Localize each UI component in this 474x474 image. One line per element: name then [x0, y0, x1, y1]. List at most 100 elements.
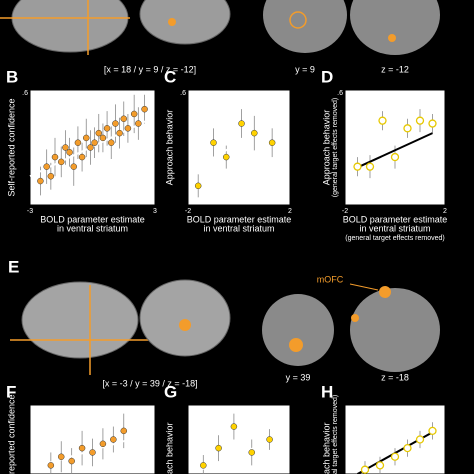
panel-letter: C	[164, 67, 176, 86]
plot-area	[187, 89, 291, 206]
trend-line	[200, 438, 276, 471]
y-axis-label: ach behavior	[321, 422, 331, 474]
data-point	[66, 149, 73, 156]
panel-letter: E	[8, 257, 19, 276]
trend-line	[197, 120, 276, 168]
panel-letter: F	[6, 382, 16, 401]
data-point	[141, 105, 148, 113]
panel-letter: G	[164, 382, 177, 401]
data-point	[415, 116, 425, 125]
data-point	[268, 139, 276, 146]
data-point	[266, 436, 273, 443]
data-point	[103, 125, 111, 132]
data-point	[403, 124, 412, 133]
data-point	[110, 436, 117, 443]
data-point	[248, 449, 255, 456]
mofc-label: mOFC	[317, 274, 344, 284]
data-point	[112, 120, 119, 127]
data-point	[91, 139, 98, 146]
panel-letter: B	[6, 67, 18, 86]
data-point	[230, 423, 238, 430]
data-point	[390, 452, 400, 461]
x-axis-label: BOLD parameter estimate	[187, 214, 292, 224]
x-tick-label: -2	[185, 208, 191, 215]
data-point	[428, 119, 437, 128]
data-point	[108, 139, 115, 146]
x-axis-label: in ventral striatum	[57, 223, 128, 233]
data-point	[378, 116, 387, 125]
y-axis-label: (general target effects removed)	[332, 98, 339, 197]
slice-z-a: z = -12	[381, 64, 409, 74]
data-point	[58, 453, 65, 460]
data-point	[200, 462, 207, 469]
x-axis-label: BOLD parameter estimate	[343, 214, 448, 224]
y-tick-label: .6	[180, 90, 186, 97]
data-point	[215, 444, 222, 452]
data-point	[68, 457, 75, 465]
data-point	[210, 139, 217, 146]
data-point	[99, 440, 107, 448]
data-point	[428, 426, 437, 436]
data-point	[99, 134, 107, 142]
y-axis-label: reported confidence	[6, 394, 16, 474]
data-point	[58, 158, 65, 166]
data-point	[238, 120, 245, 127]
data-point	[124, 125, 132, 132]
data-point	[360, 465, 370, 474]
data-point	[375, 461, 385, 470]
data-point	[47, 462, 55, 469]
data-point	[43, 163, 50, 170]
panel-letter: H	[321, 382, 333, 401]
data-point	[251, 129, 258, 137]
data-point	[62, 144, 69, 151]
data-point	[83, 134, 90, 142]
y-axis-label: Approach behavior	[164, 110, 174, 186]
data-point	[120, 427, 127, 435]
x-tick-label: -2	[342, 208, 348, 215]
data-point	[87, 144, 94, 151]
data-point	[223, 153, 230, 161]
data-point	[135, 120, 142, 127]
x-axis-label: (general target effects removed)	[345, 235, 444, 242]
slice-y-e: y = 39	[286, 372, 311, 382]
data-point	[194, 182, 202, 190]
data-point	[130, 110, 138, 118]
x-axis-label: BOLD parameter estimate	[40, 214, 145, 224]
data-point	[78, 153, 86, 161]
data-point	[70, 163, 77, 170]
x-tick-label: 2	[288, 208, 292, 215]
slice-z-e: z = -18	[381, 372, 409, 382]
data-point	[390, 152, 400, 162]
x-tick-label: 2	[443, 208, 447, 215]
data-point	[78, 444, 86, 452]
brain-images-top	[0, 0, 440, 55]
brain-images-bottom	[10, 279, 440, 375]
slice-y-a: y = 9	[295, 64, 315, 74]
data-point	[415, 435, 425, 444]
y-axis-label: Approach behavior	[321, 110, 331, 186]
trend-line	[354, 132, 433, 170]
x-axis-label: in ventral striatum	[359, 223, 430, 233]
data-point	[365, 162, 375, 171]
data-point	[403, 443, 412, 453]
coords-e: [x = -3 / y = 39 / z = -18]	[102, 378, 197, 388]
data-point	[47, 173, 55, 180]
data-point	[51, 153, 59, 161]
panel-letter: D	[321, 67, 333, 86]
y-tick-label: .6	[22, 90, 28, 97]
data-point	[74, 139, 82, 146]
data-point	[120, 115, 127, 122]
data-point	[116, 129, 123, 137]
x-axis-label: in ventral striatum	[203, 223, 274, 233]
data-point	[95, 129, 102, 137]
x-tick-label: 3	[153, 208, 157, 215]
y-axis-label: ach behavior	[164, 422, 174, 474]
data-point	[89, 449, 96, 456]
y-axis-label: Self-reported confidence	[6, 98, 16, 196]
y-axis-label: al target effects removed)	[332, 395, 339, 474]
data-point	[353, 162, 362, 171]
x-tick-label: -3	[27, 208, 33, 215]
coords-a: [x = 18 / y = 9 / z = -12]	[104, 64, 196, 74]
y-tick-label: .6	[337, 90, 343, 97]
